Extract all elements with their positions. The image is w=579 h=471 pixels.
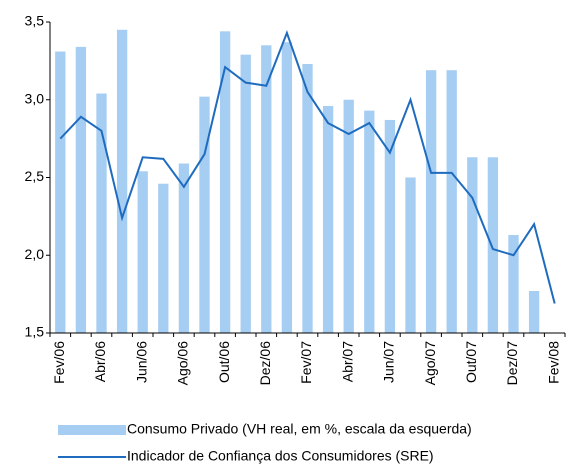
bar	[322, 105, 334, 333]
bar	[343, 99, 354, 333]
x-tick-label: Abr/06	[92, 341, 108, 382]
bar	[425, 70, 437, 333]
bar	[199, 96, 210, 333]
x-tick-label: Out/07	[463, 341, 479, 383]
legend-label: Indicador de Confiança dos Consumidores …	[127, 448, 434, 464]
x-tick-label: Abr/07	[339, 341, 355, 382]
bar	[364, 110, 375, 333]
legend-swatch	[58, 425, 126, 435]
x-tick-label: Out/06	[216, 341, 232, 383]
legend-label: Consumo Privado (VH real, em %, escala d…	[127, 421, 472, 437]
bar	[137, 171, 148, 333]
bar	[281, 42, 293, 334]
y-tick-label: 3,0	[25, 90, 45, 106]
y-tick-label: 2,0	[25, 246, 45, 262]
bar	[240, 54, 251, 333]
bar	[302, 63, 313, 334]
bar	[528, 291, 540, 333]
x-tick-label: Jun/06	[133, 341, 149, 383]
bar	[508, 235, 519, 333]
bar	[261, 45, 272, 333]
bar	[446, 70, 457, 333]
bar	[487, 157, 499, 333]
bar	[219, 31, 231, 334]
bar	[178, 163, 190, 333]
x-tick-label: Dez/06	[257, 341, 273, 386]
x-tick-label: Ago/06	[175, 341, 191, 386]
x-tick-label: Dez/07	[504, 341, 520, 386]
bar	[96, 93, 107, 333]
bar	[116, 29, 128, 334]
y-tick-label: 1,5	[25, 324, 45, 340]
bar	[158, 183, 169, 333]
x-tick-label: Fev/08	[545, 341, 561, 384]
bar	[75, 46, 87, 333]
bar	[467, 157, 478, 333]
x-tick-label: Ago/07	[422, 341, 438, 386]
bar	[384, 119, 396, 333]
x-tick-label: Fev/06	[51, 341, 67, 384]
y-tick-label: 2,5	[25, 168, 45, 184]
x-tick-label: Jun/07	[381, 341, 397, 383]
bar	[55, 51, 66, 334]
y-tick-label: 3,5	[25, 13, 45, 29]
bar	[405, 177, 416, 333]
x-tick-label: Fev/07	[298, 341, 314, 384]
line	[59, 29, 556, 304]
